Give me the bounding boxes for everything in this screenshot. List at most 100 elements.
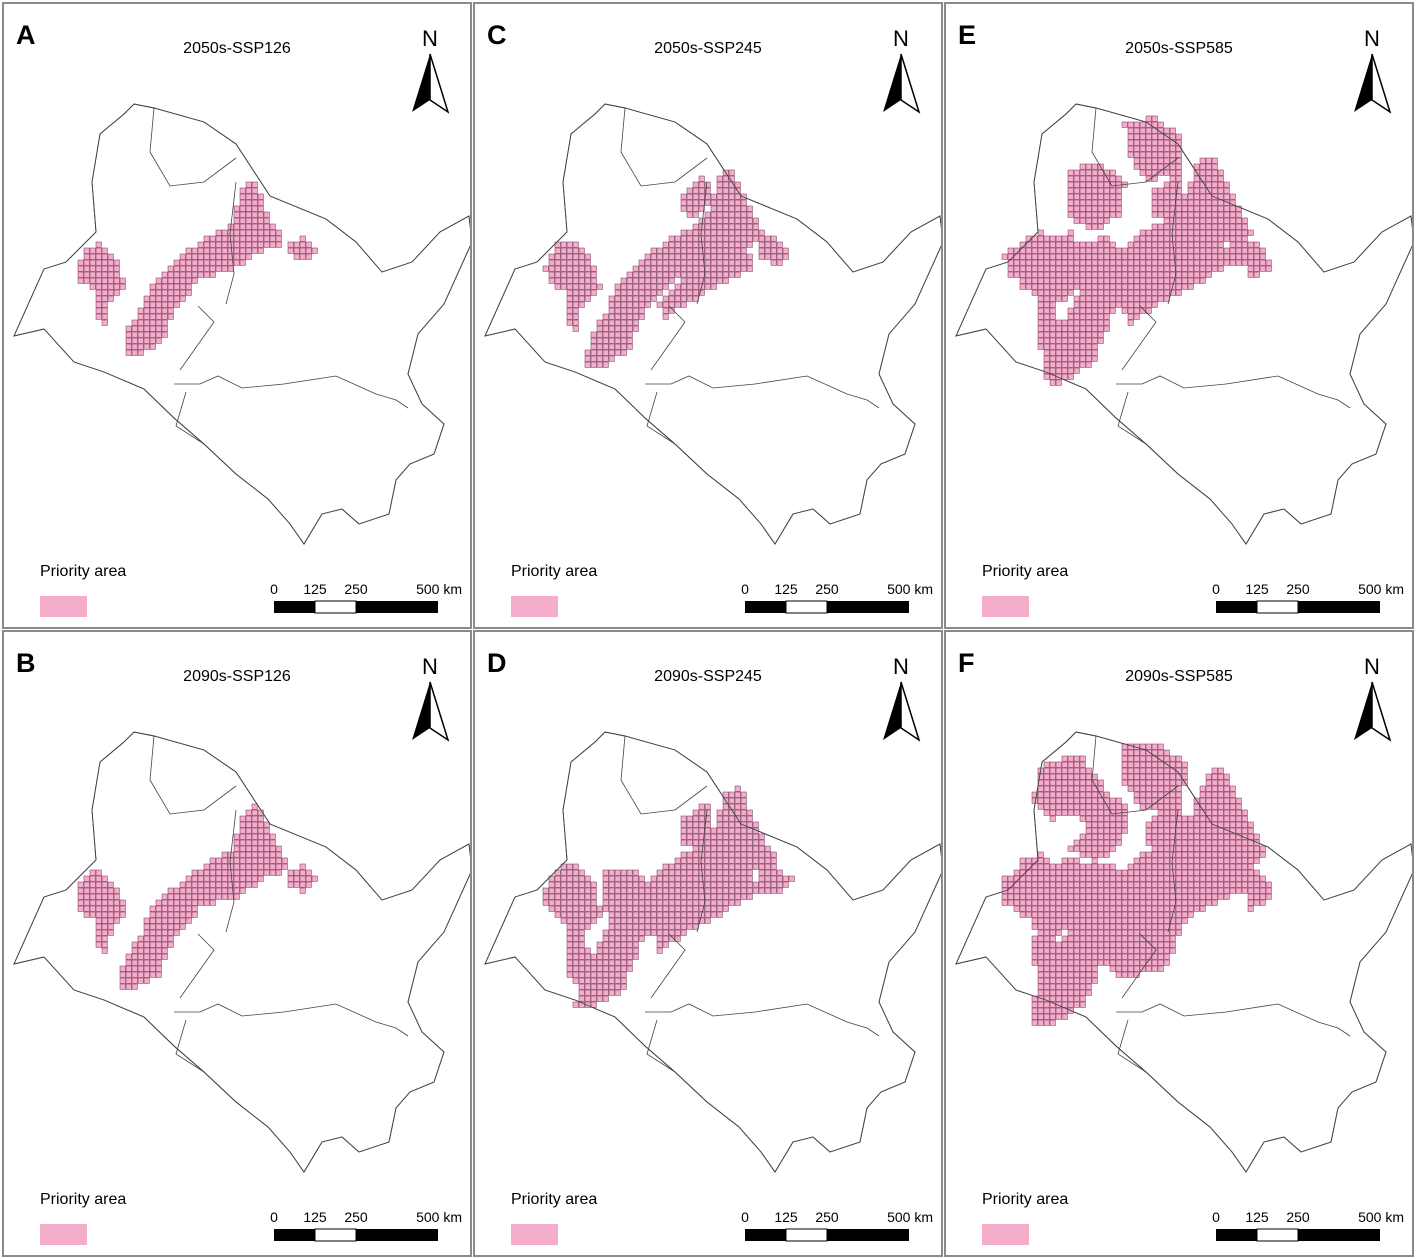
priority-cell xyxy=(644,265,651,272)
study-region-border xyxy=(484,731,941,1173)
priority-cell xyxy=(1067,845,1074,852)
priority-cell xyxy=(632,307,639,314)
priority-cell xyxy=(1061,247,1068,254)
priority-cell xyxy=(1169,785,1176,792)
priority-cell xyxy=(239,821,246,828)
priority-cell xyxy=(167,277,174,284)
priority-cell xyxy=(776,259,783,266)
priority-cell xyxy=(1055,325,1062,332)
priority-cell xyxy=(1031,271,1038,278)
priority-cell xyxy=(1223,875,1230,882)
priority-cell xyxy=(674,923,681,930)
priority-cell xyxy=(263,223,270,230)
priority-cell xyxy=(155,905,162,912)
priority-cell xyxy=(626,929,633,936)
priority-cell xyxy=(566,965,573,972)
north-label: N xyxy=(893,654,909,679)
priority-cell xyxy=(1157,223,1164,230)
internal-boundary xyxy=(174,375,409,409)
priority-cell xyxy=(1157,749,1164,756)
priority-cell xyxy=(191,881,198,888)
priority-cell xyxy=(1169,881,1176,888)
priority-cell xyxy=(101,887,108,894)
priority-cell xyxy=(758,235,765,242)
panel-letter: A xyxy=(16,20,36,50)
priority-cell xyxy=(542,899,549,906)
priority-cell xyxy=(131,319,138,326)
priority-cell xyxy=(1127,127,1134,134)
priority-cell xyxy=(239,235,246,242)
priority-cell xyxy=(1157,911,1164,918)
priority-cell xyxy=(1115,271,1122,278)
priority-cell xyxy=(251,857,258,864)
priority-cell xyxy=(704,277,711,284)
priority-cell xyxy=(1079,947,1086,954)
priority-cell xyxy=(1091,355,1098,362)
priority-cell xyxy=(1067,283,1074,290)
priority-cell xyxy=(680,259,687,266)
priority-cell xyxy=(614,983,621,990)
priority-cell xyxy=(554,259,561,266)
priority-cell xyxy=(644,887,651,894)
priority-cell xyxy=(626,289,633,296)
priority-cell xyxy=(203,235,210,242)
priority-cell xyxy=(1073,977,1080,984)
priority-cell xyxy=(1241,235,1248,242)
priority-cell xyxy=(548,899,555,906)
priority-cell xyxy=(554,265,561,272)
priority-cell xyxy=(221,887,228,894)
priority-cell xyxy=(1025,265,1032,272)
priority-cell xyxy=(1031,1007,1038,1014)
priority-cell xyxy=(602,893,609,900)
priority-cell xyxy=(1223,259,1230,266)
priority-cell xyxy=(746,815,753,822)
priority-cell xyxy=(1067,887,1074,894)
priority-cell xyxy=(107,893,114,900)
priority-cell xyxy=(1217,893,1224,900)
priority-cell xyxy=(1049,343,1056,350)
priority-cell xyxy=(1151,301,1158,308)
priority-cell xyxy=(1031,289,1038,296)
priority-cell xyxy=(572,959,579,966)
priority-cell xyxy=(1121,773,1128,780)
priority-cell xyxy=(620,905,627,912)
priority-cell xyxy=(1121,941,1128,948)
priority-cell xyxy=(1055,289,1062,296)
priority-cell xyxy=(251,241,258,248)
priority-cell xyxy=(1073,241,1080,248)
priority-cell xyxy=(1055,863,1062,870)
priority-cell xyxy=(722,815,729,822)
priority-cell xyxy=(716,833,723,840)
priority-cell xyxy=(1091,845,1098,852)
priority-cell xyxy=(1109,893,1116,900)
priority-cell xyxy=(1151,205,1158,212)
priority-cell xyxy=(155,911,162,918)
priority-cell xyxy=(1115,965,1122,972)
priority-cell xyxy=(1253,875,1260,882)
priority-cell xyxy=(119,911,126,918)
priority-cell xyxy=(722,827,729,834)
priority-cell xyxy=(1253,271,1260,278)
priority-cell xyxy=(614,941,621,948)
priority-cell xyxy=(656,271,663,278)
priority-cell xyxy=(1079,205,1086,212)
priority-cell xyxy=(1049,947,1056,954)
priority-cell xyxy=(1073,277,1080,284)
priority-cell xyxy=(1247,821,1254,828)
priority-cell xyxy=(1175,863,1182,870)
priority-cell xyxy=(1187,899,1194,906)
priority-cell xyxy=(161,277,168,284)
priority-cell xyxy=(1235,211,1242,218)
priority-cell xyxy=(281,857,288,864)
priority-cell xyxy=(1181,217,1188,224)
priority-cell xyxy=(155,899,162,906)
priority-cell xyxy=(1109,845,1116,852)
priority-cell xyxy=(1229,833,1236,840)
priority-cell xyxy=(1121,755,1128,762)
priority-cell xyxy=(1199,863,1206,870)
priority-cell xyxy=(1055,881,1062,888)
priority-cell xyxy=(656,911,663,918)
priority-cell xyxy=(662,307,669,314)
priority-cell xyxy=(656,283,663,290)
priority-cell xyxy=(173,917,180,924)
